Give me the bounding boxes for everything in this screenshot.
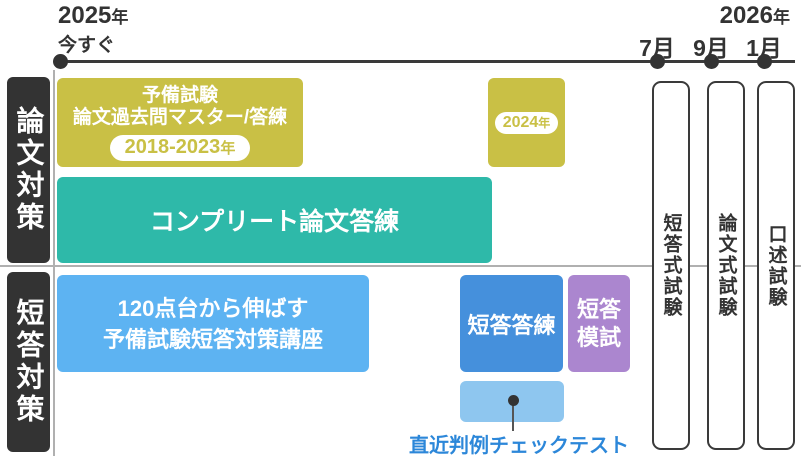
timeline-dot-start xyxy=(53,54,68,69)
course-kakomon-2024-box: 2024年 xyxy=(488,78,565,167)
timeline-end-year: 2026年 xyxy=(720,3,790,31)
timeline-start-year-number: 2025 xyxy=(58,2,112,29)
exam-tanto-shiki-label: 短答式試験 xyxy=(660,213,682,318)
course-kakomon-master-box: 予備試験 論文過去問マスター/答練 2018-2023年 xyxy=(57,78,303,167)
course-kakomon-master-line2: 論文過去問マスター/答練 xyxy=(72,106,288,128)
timeline-line xyxy=(60,60,795,63)
exam-column-ronbun-shiki: 論文式試験 xyxy=(707,81,745,450)
course-tanto-moshi-line1: 短答 xyxy=(576,296,621,322)
section-label-tanto-text: 短答対策 xyxy=(13,298,45,426)
course-tanto-kouza-line2: 予備試験短答対策講座 xyxy=(102,326,323,352)
timeline-dot-july xyxy=(650,54,665,69)
course-tanto-touren-label: 短答答練 xyxy=(467,312,556,338)
badge-2018-2023-suffix: 年 xyxy=(220,139,236,157)
timeline-start-label: 今すぐ xyxy=(58,35,116,56)
exam-column-kojutsu: 口述試験 xyxy=(757,81,795,450)
section-label-ronbun-text: 論文対策 xyxy=(13,106,45,234)
course-tanto-kouza-line1: 120点台から伸ばす xyxy=(117,295,309,321)
section-horizontal-divider xyxy=(0,265,801,267)
timeline-dot-january xyxy=(757,54,772,69)
badge-2024-number: 2024 xyxy=(502,113,539,131)
course-kakomon-master-year-badge: 2018-2023年 xyxy=(109,134,251,161)
timeline-start-year: 2025年 xyxy=(58,3,128,31)
course-tanto-moshi-line2: 模試 xyxy=(576,324,621,350)
section-vertical-divider xyxy=(53,70,55,456)
timeline-end-year-suffix: 年 xyxy=(773,8,790,27)
badge-2024-suffix: 年 xyxy=(538,115,551,130)
section-label-ronbun-taisaku: 論文対策 xyxy=(7,77,50,263)
hanrei-check-label: 直近判例チェックテスト xyxy=(409,435,629,457)
course-2024-year-badge: 2024年 xyxy=(494,111,559,134)
badge-2018-2023-number: 2018-2023 xyxy=(124,135,221,158)
hanrei-connector-dot xyxy=(508,395,519,406)
course-complete-ronbun-label: コンプリート論文答練 xyxy=(149,208,400,236)
exam-column-tanto-shiki: 短答式試験 xyxy=(652,81,690,450)
course-kakomon-master-line1: 予備試験 xyxy=(141,84,218,106)
hanrei-connector-line xyxy=(512,400,514,431)
exam-ronbun-shiki-label: 論文式試験 xyxy=(715,213,737,318)
section-label-tanto-taisaku: 短答対策 xyxy=(7,272,50,452)
course-tanto-touren-box: 短答答練 xyxy=(460,275,563,372)
course-tanto-kouza-box: 120点台から伸ばす 予備試験短答対策講座 xyxy=(57,275,369,372)
exam-kojutsu-label: 口述試験 xyxy=(765,223,787,308)
timeline-end-year-number: 2026 xyxy=(719,2,773,29)
course-tanto-moshi-box: 短答 模試 xyxy=(568,275,630,372)
course-complete-ronbun-box: コンプリート論文答練 xyxy=(57,177,492,263)
timeline-dot-september xyxy=(704,54,719,69)
timeline-start-year-suffix: 年 xyxy=(111,8,129,27)
